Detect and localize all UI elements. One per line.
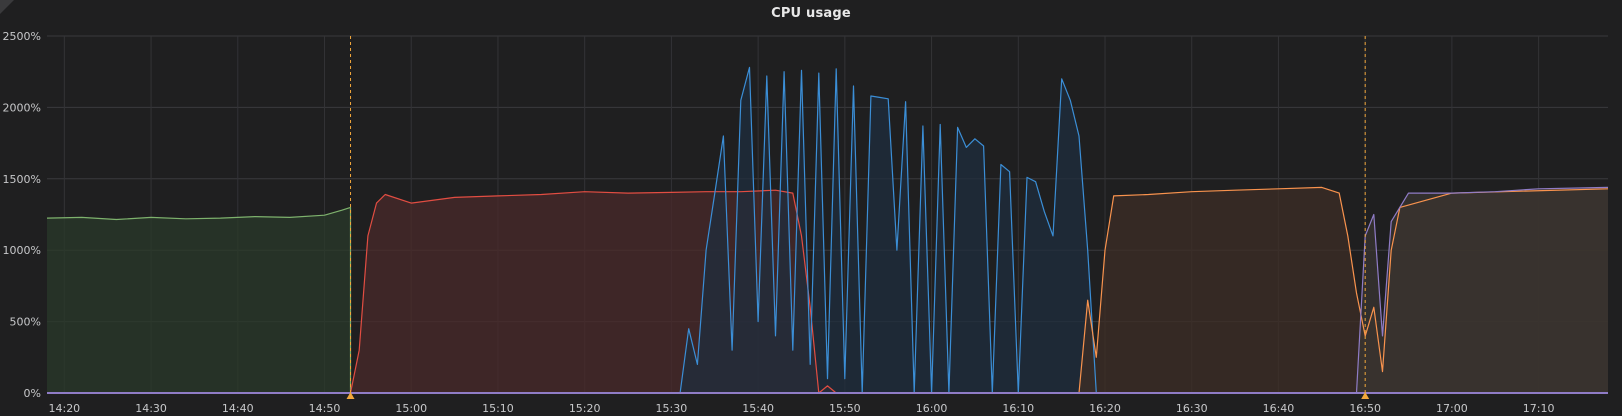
x-tick-label: 16:20 xyxy=(1089,402,1121,415)
x-tick-label: 15:30 xyxy=(656,402,688,415)
series-0-line xyxy=(46,206,1608,394)
series-4-line xyxy=(47,186,1609,394)
series-0-area xyxy=(47,207,1608,393)
x-tick-label: 15:20 xyxy=(569,402,601,415)
annotation-1-marker-icon xyxy=(1361,392,1370,399)
series-2-line xyxy=(47,66,1608,394)
y-tick-label: 0% xyxy=(24,387,41,400)
x-tick-label: 15:00 xyxy=(395,402,427,415)
series-3-area xyxy=(47,187,1608,393)
x-tick-label: 15:10 xyxy=(482,402,514,415)
x-tick-label: 15:50 xyxy=(829,402,861,415)
x-tick-label: 14:40 xyxy=(222,402,254,415)
panel-title[interactable]: CPU usage xyxy=(771,6,851,21)
x-tick-label: 16:00 xyxy=(916,402,948,415)
series-3-line xyxy=(47,186,1609,394)
y-tick-label: 2500% xyxy=(3,30,41,43)
series-1-line xyxy=(47,189,1608,394)
x-tick-label: 15:40 xyxy=(742,402,774,415)
x-tick-label: 16:30 xyxy=(1176,402,1208,415)
y-tick-label: 500% xyxy=(10,316,41,329)
series-1-area xyxy=(47,190,1608,393)
x-tick-label: 16:40 xyxy=(1263,402,1295,415)
annotation-0-marker-icon xyxy=(346,392,355,399)
series-4-area xyxy=(47,187,1608,393)
y-tick-label: 2000% xyxy=(3,101,41,114)
panel-corner-menu[interactable] xyxy=(0,0,14,14)
x-tick-label: 16:50 xyxy=(1349,402,1381,415)
y-tick-label: 1500% xyxy=(3,173,41,186)
x-tick-label: 16:10 xyxy=(1002,402,1034,415)
x-tick-label: 14:30 xyxy=(135,402,167,415)
x-tick-label: 17:10 xyxy=(1523,402,1555,415)
x-tick-label: 14:20 xyxy=(48,402,80,415)
x-tick-label: 14:50 xyxy=(309,402,341,415)
y-tick-label: 1000% xyxy=(3,244,41,257)
x-tick-label: 17:00 xyxy=(1436,402,1468,415)
